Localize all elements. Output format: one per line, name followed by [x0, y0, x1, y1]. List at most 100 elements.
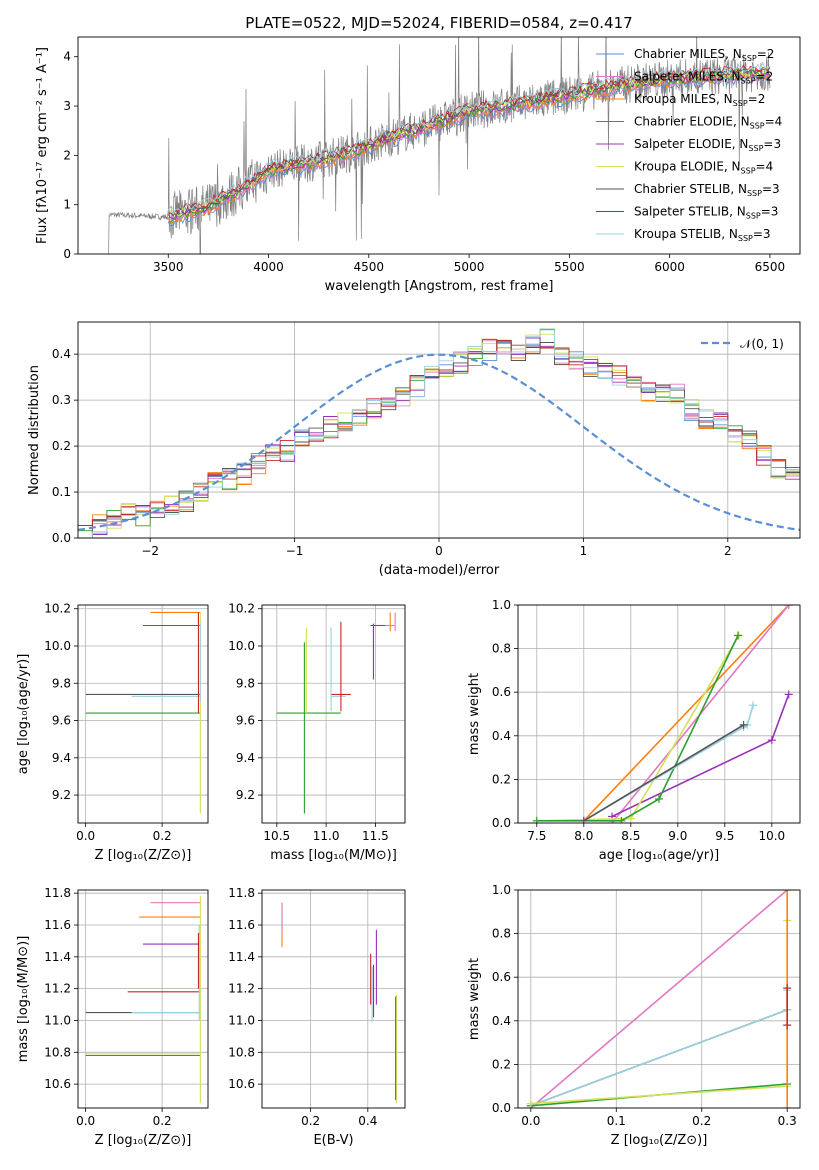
histogram-step-2 [78, 338, 800, 538]
legend-label: Kroupa MILES, NSSP=2 [634, 92, 765, 108]
y-tick-label: 11.8 [44, 886, 71, 900]
legend-label-eq: =2 [757, 47, 775, 61]
x-axis-label: mass [log₁₀(M/M⊙)] [270, 848, 397, 863]
legend-label: Chabrier STELIB, NSSP=3 [634, 182, 780, 198]
x-axis-label: Z [log₁₀(Z/Z⊙)] [95, 848, 192, 863]
y-axis-label: Flux [fλ10⁻¹⁷ erg cm⁻² s⁻¹ A⁻¹] [35, 47, 50, 244]
y-axis-label: mass [log₁₀(M/M⊙)] [16, 936, 31, 1063]
mass-weight-line-5 [583, 705, 754, 822]
y-tick-label: 9.4 [236, 751, 255, 765]
y-tick-label: 0.8 [492, 642, 511, 656]
x-tick-label: 0.2 [153, 1114, 172, 1128]
chart-title: PLATE=0522, MJD=52024, FIBERID=0584, z=0… [245, 14, 632, 32]
x-tick-label: 0.0 [76, 1114, 95, 1128]
axes-frame [77, 889, 209, 1109]
y-axis-label: mass weight [467, 958, 482, 1040]
lines-group [532, 605, 793, 823]
y-tick-label: 1 [63, 198, 71, 212]
legend-label-name: Kroupa STELIB, N [634, 227, 738, 241]
axes-frame [77, 604, 209, 824]
y-tick-label: 9.6 [52, 714, 71, 728]
y-tick-label: 11.4 [44, 950, 71, 964]
point-marker [783, 890, 792, 894]
legend-label: Salpeter STELIB, NSSP=3 [634, 205, 778, 221]
legend-label-sub: SSP [746, 212, 761, 221]
y-tick-label: 10.8 [44, 1045, 71, 1059]
histogram-group [78, 328, 800, 538]
y-tick-label: 10.2 [228, 602, 255, 616]
x-tick-label: −1 [286, 544, 304, 558]
legend-label-eq: =3 [762, 182, 780, 196]
y-tick-label: 4 [63, 50, 71, 64]
y-tick-label: 0.2 [52, 439, 71, 453]
y-tick-label: 1.0 [492, 598, 511, 612]
x-axis-label: wavelength [Angstrom, rest frame] [325, 279, 554, 294]
x-tick-label: 8.0 [574, 829, 593, 843]
x-tick-label: 10.0 [758, 829, 785, 843]
lines-group [526, 890, 792, 1108]
point-marker [784, 605, 793, 609]
legend-label-sub: SSP [742, 54, 757, 63]
y-tick-label: 10.8 [228, 1045, 255, 1059]
legend-label-name: Kroupa MILES, N [634, 92, 733, 106]
y-tick-label: 0.3 [52, 393, 71, 407]
x-tick-label: 10.5 [263, 829, 290, 843]
y-tick-label: 0.4 [492, 1014, 511, 1028]
segments-group [85, 896, 201, 1104]
point-marker [783, 984, 792, 993]
model-line-6 [168, 67, 770, 216]
point-marker [532, 816, 541, 823]
x-tick-label: 0.1 [607, 1114, 626, 1128]
histogram-step-8 [78, 329, 800, 538]
x-tick-label: 0.3 [778, 1114, 797, 1128]
point-marker [733, 631, 742, 640]
x-tick-label: 0 [435, 544, 443, 558]
mass-weight-line-4 [536, 635, 739, 822]
point-marker [767, 736, 776, 745]
histogram-step-7 [78, 339, 800, 526]
legend-label-sub: SSP [747, 189, 762, 198]
legend-label-name: Chabrier MILES, N [634, 47, 742, 61]
y-axis-label: age [log₁₀(age/yr)] [16, 654, 31, 775]
segments-group [281, 902, 397, 1104]
y-tick-label: 10.2 [44, 602, 71, 616]
legend-label-sub: SSP [738, 234, 753, 243]
legend-label: Chabrier ELODIE, NSSP=4 [634, 115, 782, 131]
legend-label-name: Salpeter MILES, N [634, 70, 741, 84]
legend-label-sub: SSP [741, 167, 756, 176]
legend-label-eq: =2 [756, 70, 774, 84]
y-tick-label: 10.0 [228, 639, 255, 653]
mass-weight-line-0 [583, 605, 790, 822]
axes-frame [261, 604, 406, 824]
legend-label-name: Salpeter STELIB, N [634, 205, 746, 219]
model-line-0 [167, 73, 770, 227]
x-tick-label: 11.5 [362, 829, 389, 843]
y-tick-label: 9.2 [236, 788, 255, 802]
legend-label: Kroupa STELIB, NSSP=3 [634, 227, 771, 243]
mass-weight-line-0 [530, 890, 788, 1108]
x-axis-label: Z [log₁₀(Z/Z⊙)] [95, 1133, 192, 1148]
y-tick-label: 0.6 [492, 685, 511, 699]
x-tick-label: 9.5 [715, 829, 734, 843]
y-tick-label: 11.4 [228, 950, 255, 964]
y-tick-label: 11.6 [44, 918, 71, 932]
axes-frame [77, 36, 801, 255]
x-axis-label: Z [log₁₀(Z/Z⊙)] [611, 1133, 708, 1148]
x-tick-label: 6000 [654, 260, 685, 274]
x-tick-label: 11.0 [313, 829, 340, 843]
y-tick-label: 0.0 [492, 816, 511, 830]
x-tick-label: 6500 [755, 260, 786, 274]
axes-frame [517, 604, 801, 824]
x-tick-label: 0.0 [76, 829, 95, 843]
y-axis-label: Normed distribution [27, 365, 42, 495]
legend-label-eq: =4 [765, 115, 783, 129]
legend-label: Kroupa ELODIE, NSSP=4 [634, 160, 773, 176]
x-tick-label: 8.5 [621, 829, 640, 843]
mass-weight-line-6 [583, 724, 745, 822]
legend-label: Salpeter ELODIE, NSSP=3 [634, 137, 781, 153]
y-tick-label: 11.2 [228, 982, 255, 996]
x-tick-label: 4000 [253, 260, 284, 274]
y-tick-label: 9.4 [52, 751, 71, 765]
x-tick-label: 0.4 [358, 1114, 377, 1128]
